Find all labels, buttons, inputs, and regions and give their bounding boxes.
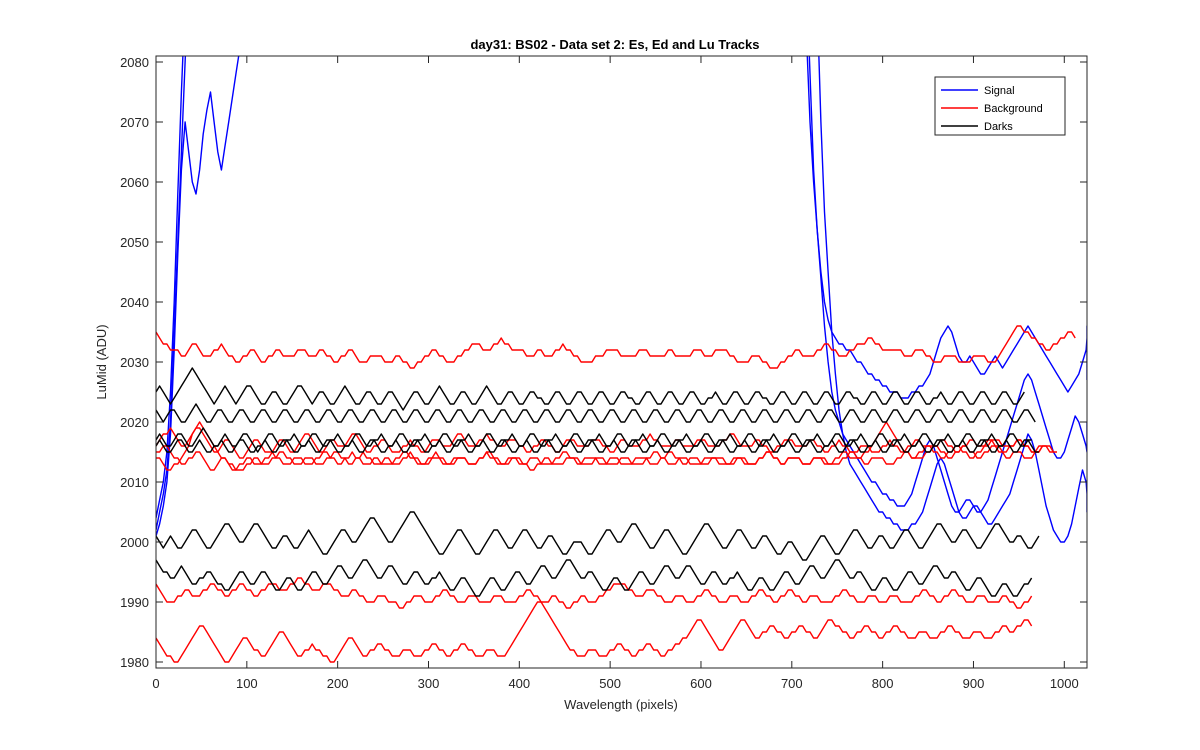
x-tick-label: 800 — [872, 676, 894, 691]
y-tick-label: 2070 — [120, 115, 149, 130]
series-line-darks-11 — [156, 439, 1039, 453]
series-line-background-8 — [156, 601, 1033, 663]
y-tick-label: 1990 — [120, 595, 149, 610]
series-line-darks-9 — [156, 367, 1025, 411]
x-axis-label: Wavelength (pixels) — [564, 697, 678, 712]
y-tick-label: 2050 — [120, 235, 149, 250]
y-axis-label: LuMid (ADU) — [94, 324, 109, 399]
series-line-background-3 — [156, 325, 1076, 369]
legend-label-darks: Darks — [984, 121, 1013, 133]
legend-label-signal: Signal — [984, 85, 1015, 97]
y-tick-label: 2030 — [120, 355, 149, 370]
y-tick-label: 2060 — [120, 175, 149, 190]
series-line-signal-2 — [156, 56, 1087, 537]
legend: Signal Background Darks — [934, 76, 1066, 136]
x-tick-label: 900 — [963, 676, 985, 691]
chart-title: day31: BS02 - Data set 2: Es, Ed and Lu … — [470, 37, 759, 52]
x-tick-label: 600 — [690, 676, 712, 691]
ticks-layer: 0 100 200 300 400 500 600 700 800 900 1000 1980 1990… — [120, 55, 1087, 691]
series-line-signal-1 — [156, 56, 1087, 543]
x-tick-label: 200 — [327, 676, 349, 691]
y-tick-label: 2010 — [120, 475, 149, 490]
plot-area — [156, 56, 1087, 668]
legend-label-background: Background — [984, 103, 1043, 115]
x-tick-label: 300 — [418, 676, 440, 691]
series-line-darks-14 — [156, 559, 1033, 597]
series-line-darks-13 — [156, 511, 1040, 561]
x-tick-label: 400 — [508, 676, 530, 691]
x-tick-label: 700 — [781, 676, 803, 691]
y-tick-label: 2040 — [120, 295, 149, 310]
series-layer — [156, 56, 1087, 663]
y-tick-label: 2020 — [120, 415, 149, 430]
series-line-darks-12 — [156, 403, 1036, 423]
x-tick-label: 100 — [236, 676, 258, 691]
y-tick-label: 2000 — [120, 535, 149, 550]
y-tick-label: 1980 — [120, 655, 149, 670]
series-line-background-5 — [156, 445, 1044, 471]
x-tick-label: 500 — [599, 676, 621, 691]
x-tick-label: 1000 — [1050, 676, 1079, 691]
y-tick-label: 2080 — [120, 55, 149, 70]
x-tick-label: 0 — [152, 676, 159, 691]
series-line-background-7 — [156, 577, 1033, 609]
